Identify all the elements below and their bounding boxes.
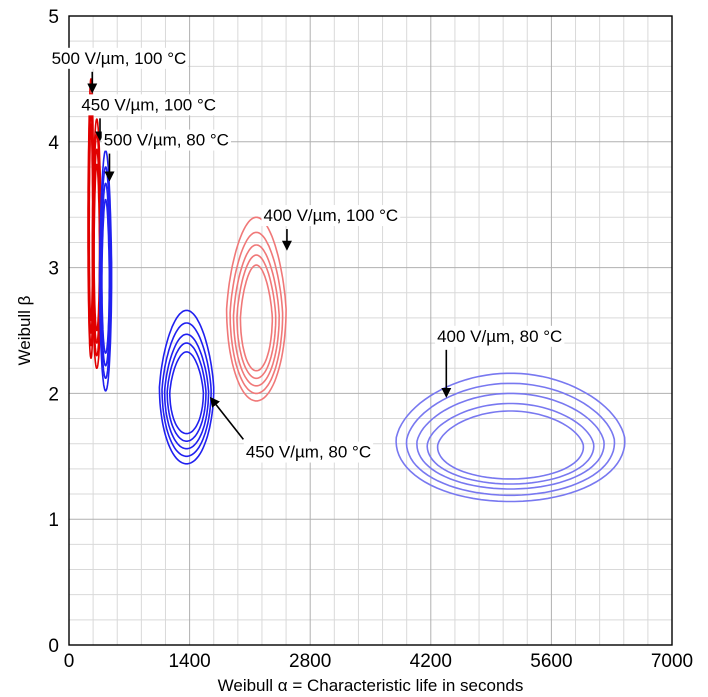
y-tick-label: 3 [48,259,59,280]
annotation-label-bg [49,47,189,69]
x-axis-label: Weibull α = Characteristic life in secon… [218,676,524,695]
y-tick-label: 0 [48,636,59,657]
annotation-label: 400 V/µm, 100 °C [264,206,399,225]
annotations: 500 V/µm, 100 °C 450 V/µm, 100 °C 500 V/µm… [49,47,565,463]
contour-ring [416,392,605,490]
annotation-arrow [209,396,245,440]
annotation-label-bg [261,205,401,227]
annotation-label-bg [79,94,219,116]
y-axis-label: Weibull β [15,295,34,365]
plot-frame [68,15,673,646]
contour-ring [236,254,277,380]
tick-labels: 0 1400 2800 4200 5600 7000 0 1 2 3 4 5 [48,7,693,672]
x-tick-label: 4200 [410,651,452,672]
contour-ring [100,182,111,367]
contour-ring [225,216,287,402]
grid-minor [69,16,672,645]
contour-ring [405,382,616,497]
x-tick-label: 0 [64,651,75,672]
contour-series-3 [225,216,287,402]
contour-ring [232,244,281,387]
y-tick-label: 1 [48,510,59,531]
contour-ring [88,123,94,322]
annotation-label: 500 V/µm, 80 °C [104,131,229,150]
x-tick-label: 5600 [530,651,572,672]
annotation-label-bg [101,129,231,151]
y-tick-label: 5 [48,7,59,28]
contour-ring [158,309,215,465]
contour-ring [169,351,205,435]
annotation-label-bg [435,325,565,347]
contour-ring [161,322,212,458]
x-tick-label: 1400 [168,651,210,672]
contour-ring [239,264,274,372]
annotation-label-bg [243,441,374,463]
contour-ring [93,163,101,332]
contour-ring [395,372,626,503]
x-tick-label: 2800 [289,651,331,672]
contour-ring [229,231,284,395]
contour-series-5 [395,372,626,503]
annotation-label: 450 V/µm, 100 °C [81,95,216,114]
annotation-label: 450 V/µm, 80 °C [246,443,371,462]
annotation-label: 500 V/µm, 100 °C [52,49,187,68]
contour-ring [436,410,585,480]
contour-ring [101,198,111,354]
annotation-label: 400 V/µm, 80 °C [437,327,562,346]
contour-series-4 [158,309,215,465]
contour-ring [166,342,207,442]
contour-ring [163,333,210,450]
contour-ring [426,402,595,485]
y-tick-label: 4 [48,133,59,154]
x-tick-label: 7000 [651,651,693,672]
y-tick-label: 2 [48,384,59,405]
